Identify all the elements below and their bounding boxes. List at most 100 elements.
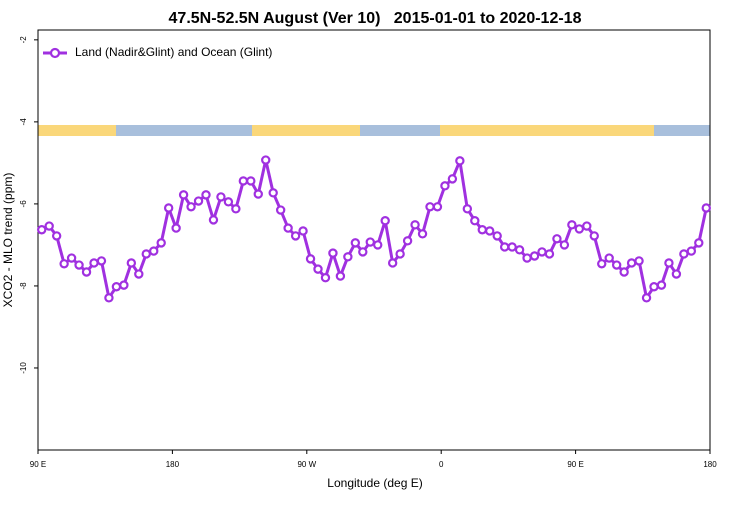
y-tick-label: -2 xyxy=(19,36,28,44)
data-point xyxy=(455,156,465,166)
data-point xyxy=(96,256,107,266)
data-point xyxy=(373,240,383,250)
data-point xyxy=(402,236,413,246)
data-point xyxy=(305,254,316,264)
data-point xyxy=(447,174,458,184)
data-point xyxy=(395,249,405,259)
x-tick-label: 90 E xyxy=(567,460,583,469)
data-point xyxy=(223,197,234,207)
data-point xyxy=(343,252,353,262)
data-point xyxy=(701,203,711,213)
x-tick-label: 90 W xyxy=(297,460,316,469)
y-tick-label: -4 xyxy=(19,118,28,126)
x-tick-label: 180 xyxy=(703,460,717,469)
data-point xyxy=(611,260,622,270)
data-point xyxy=(656,280,667,290)
y-tick-label: -10 xyxy=(19,362,28,374)
data-point xyxy=(365,237,375,247)
data-point xyxy=(59,259,69,269)
data-point xyxy=(178,190,189,200)
data-point xyxy=(440,181,450,191)
data-point xyxy=(201,190,211,200)
data-point xyxy=(679,249,689,259)
data-point xyxy=(111,282,122,292)
data-point xyxy=(387,258,398,268)
data-point xyxy=(186,202,196,212)
data-point xyxy=(141,249,151,259)
data-point xyxy=(74,260,84,270)
data-point xyxy=(425,202,435,212)
data-point xyxy=(208,215,219,225)
data-point xyxy=(283,223,293,233)
x-tick-label: 0 xyxy=(439,460,444,469)
data-point xyxy=(350,238,361,248)
data-point xyxy=(193,196,204,206)
data-point xyxy=(104,293,114,303)
y-tick-label: -8 xyxy=(19,282,28,290)
data-point xyxy=(410,220,420,230)
x-tick-label: 90 E xyxy=(30,460,46,469)
data-point xyxy=(485,226,495,236)
data-point xyxy=(126,258,137,268)
data-point xyxy=(156,238,166,248)
data-point xyxy=(641,293,652,303)
data-point xyxy=(380,216,390,226)
x-axis-title: Longitude (deg E) xyxy=(327,476,422,490)
data-point xyxy=(492,231,502,241)
data-point xyxy=(462,204,473,214)
land-band xyxy=(440,125,654,136)
data-point xyxy=(275,205,286,215)
data-point xyxy=(589,231,599,241)
data-point xyxy=(552,234,562,244)
data-point xyxy=(238,176,249,186)
land-ocean-strip xyxy=(38,125,710,136)
data-point xyxy=(171,223,181,233)
data-point xyxy=(634,256,644,266)
data-point xyxy=(537,247,547,257)
data-point xyxy=(649,282,659,292)
data-point xyxy=(328,248,338,258)
data-point xyxy=(686,246,697,256)
data-point xyxy=(417,229,428,239)
data-point xyxy=(313,264,323,274)
data-point xyxy=(604,253,614,263)
data-point xyxy=(499,242,510,252)
data-point xyxy=(81,267,92,277)
data-point xyxy=(163,203,174,213)
data-point xyxy=(298,226,308,236)
data-point xyxy=(358,247,368,257)
chart-title: 47.5N-52.5N August (Ver 10) 2015-01-01 t… xyxy=(169,10,582,27)
data-point xyxy=(66,253,77,263)
data-point xyxy=(268,188,278,198)
data-point xyxy=(544,249,555,259)
data-point xyxy=(574,224,585,234)
data-point xyxy=(37,225,47,235)
data-point xyxy=(529,251,540,261)
data-point xyxy=(626,258,637,268)
y-axis-title: XCO2 - MLO trend (ppm) xyxy=(1,173,15,308)
y-tick-label: -6 xyxy=(19,200,28,208)
data-point xyxy=(253,189,263,199)
x-tick-label: 180 xyxy=(166,460,180,469)
data-point xyxy=(470,216,480,226)
data-point xyxy=(216,192,226,202)
data-point xyxy=(44,221,54,231)
data-point xyxy=(559,240,570,250)
data-point xyxy=(335,271,346,281)
data-point xyxy=(522,253,532,263)
data-point xyxy=(477,225,487,235)
data-point xyxy=(320,273,331,283)
data-point xyxy=(231,204,241,214)
data-point xyxy=(597,259,607,269)
data-point xyxy=(51,231,62,241)
data-point xyxy=(246,176,256,186)
land-band xyxy=(252,125,360,136)
data-point xyxy=(514,245,525,255)
data-point xyxy=(694,238,704,248)
data-point xyxy=(261,155,271,165)
data-point xyxy=(567,220,577,230)
land-band xyxy=(38,125,116,136)
data-point xyxy=(89,258,99,268)
data-point xyxy=(671,269,682,279)
